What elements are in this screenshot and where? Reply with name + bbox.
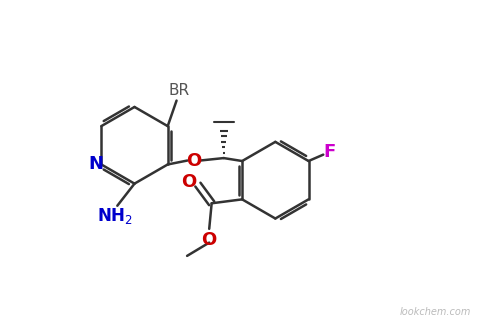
Text: O: O	[182, 173, 196, 191]
Text: BR: BR	[168, 83, 190, 98]
Text: lookchem.com: lookchem.com	[400, 307, 471, 317]
Text: O: O	[202, 231, 217, 249]
Text: O: O	[186, 151, 201, 170]
Text: F: F	[323, 143, 336, 161]
Text: N: N	[88, 155, 103, 174]
Text: NH$_2$: NH$_2$	[97, 206, 132, 226]
